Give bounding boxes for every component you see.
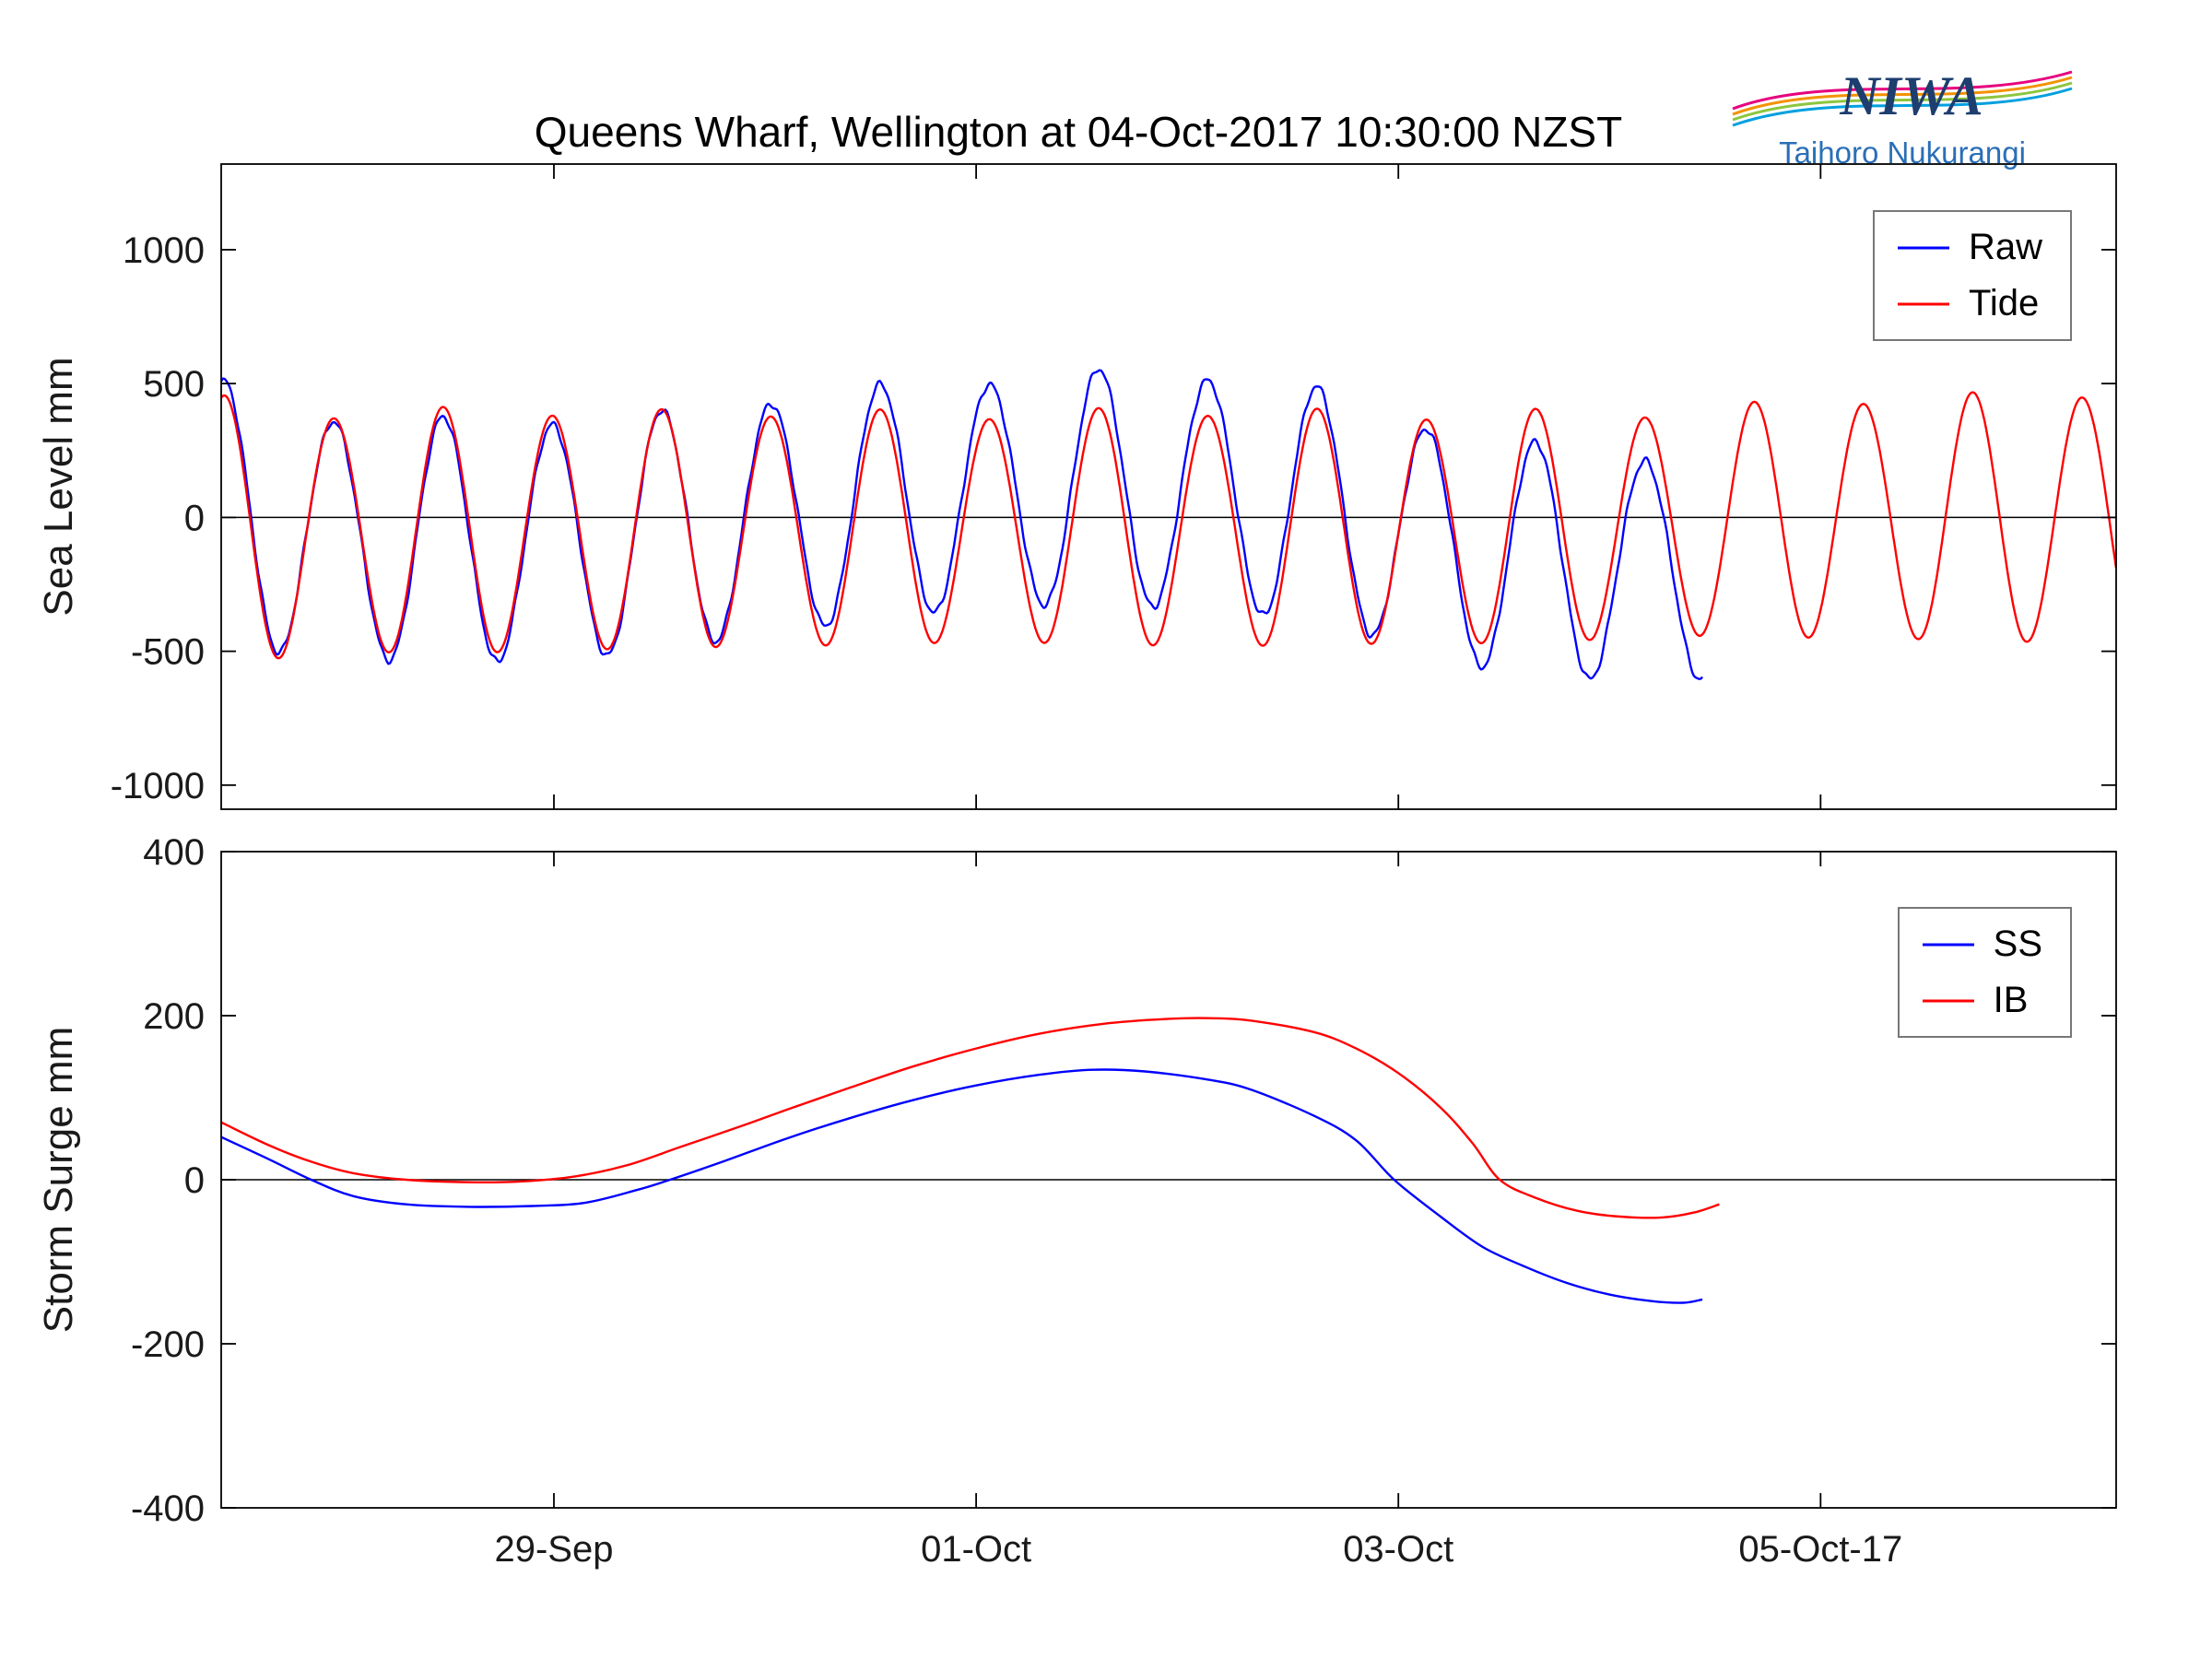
- niwa-swoosh-4: [1732, 87, 2073, 127]
- y-tick-label: -500: [131, 632, 205, 673]
- y-tick-label: 500: [143, 364, 205, 405]
- panel-storm-surge: 400 200 0 -200 -400 29-Sep 01-Oct 03-Oct 05-Oct-…: [131, 832, 2117, 1570]
- y-tick-label: 400: [143, 832, 205, 873]
- y-tick-label: 200: [143, 996, 205, 1037]
- series-raw-line: [221, 369, 1703, 680]
- raw-line-swatch: [1897, 246, 1949, 249]
- x-tick-label: 03-Oct: [1343, 1529, 1453, 1570]
- legend-sea-level: Raw Tide: [1872, 210, 2072, 341]
- y-tick-label: -400: [131, 1488, 205, 1529]
- legend-label-ss: SS: [1993, 924, 2042, 964]
- x-tick-label: 05-Oct-17: [1738, 1529, 1902, 1570]
- niwa-swoosh-2: [1732, 76, 2073, 116]
- ss-line-swatch: [1922, 943, 1974, 946]
- y-tick-label: -1000: [111, 766, 205, 806]
- panel-sea-level: 1000 500 0 -500 -1000: [111, 163, 2117, 810]
- legend-item-ss: SS: [1922, 924, 2042, 965]
- series-tide-line: [221, 391, 2116, 660]
- x-tick-label: 29-Sep: [494, 1529, 613, 1570]
- niwa-swoosh-3: [1732, 81, 2073, 122]
- legend-label-tide: Tide: [1968, 283, 2040, 324]
- chart-title: Queens Wharf, Wellington at 04-Oct-2017 …: [534, 108, 1623, 156]
- legend-label-ib: IB: [1993, 980, 2029, 1020]
- series-ss-line: [221, 1068, 1703, 1304]
- legend-item-raw: Raw: [1897, 227, 2042, 268]
- x-tick-label: 01-Oct: [921, 1529, 1031, 1570]
- y-tick-label: -200: [131, 1324, 205, 1365]
- legend-item-ib: IB: [1922, 980, 2042, 1021]
- niwa-logo-text: NIWA: [1839, 65, 1983, 126]
- y-tick-label: 0: [184, 1160, 205, 1201]
- y-tick-label: 0: [184, 498, 205, 538]
- series-ib-line: [221, 1017, 1720, 1219]
- y-tick-label: 1000: [123, 230, 205, 271]
- legend-label-raw: Raw: [1968, 227, 2042, 267]
- plot-box: [220, 163, 2117, 810]
- niwa-swoosh-1: [1732, 70, 2073, 111]
- legend-storm-surge: SS IB: [1897, 907, 2072, 1038]
- tide-line-swatch: [1897, 302, 1949, 305]
- ib-line-swatch: [1922, 999, 1974, 1002]
- legend-item-tide: Tide: [1897, 283, 2042, 324]
- niwa-logo-graphic: NIWA: [1732, 65, 2073, 127]
